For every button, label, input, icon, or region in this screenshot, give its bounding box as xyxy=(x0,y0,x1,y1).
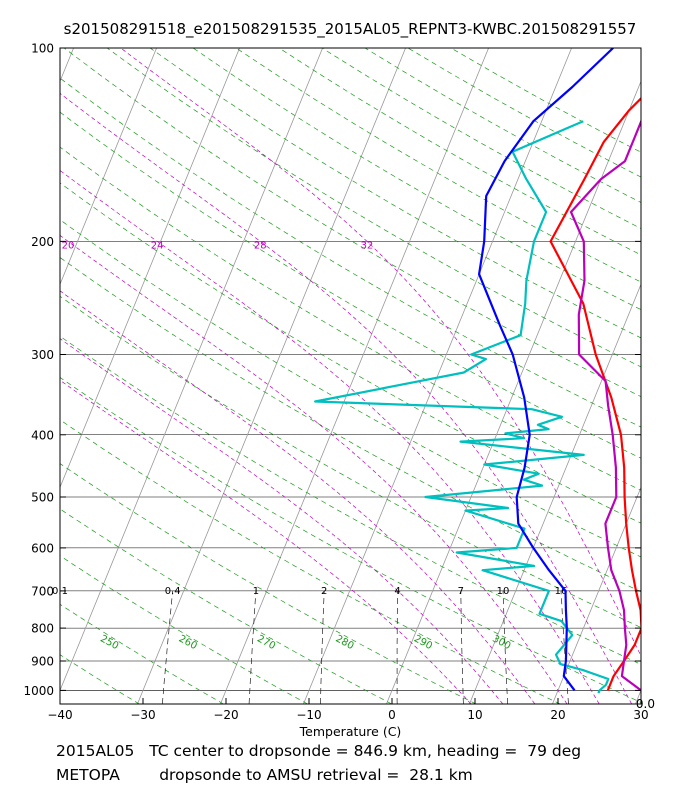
series-line-AMSU-retrieval-dewpoint xyxy=(478,48,614,692)
footer-line-1: 2015AL05 TC center to dropsonde = 846.9 … xyxy=(56,742,582,760)
y-tick-label: 400 xyxy=(31,428,54,442)
dry-adiabat xyxy=(60,508,392,704)
mixing-ratio-line xyxy=(248,590,257,704)
chart-title: s201508291518_e201508291535_2015AL05_REP… xyxy=(63,20,637,38)
plot-background xyxy=(60,48,641,704)
x-tick-label: −30 xyxy=(130,708,155,722)
dry-adiabat xyxy=(149,48,641,339)
isotherm-line xyxy=(60,48,323,692)
mixing-ratio-label: 4 xyxy=(394,586,400,597)
dry-adiabat xyxy=(0,48,55,704)
corner-label: 0.0 xyxy=(636,697,655,711)
dry-adiabat xyxy=(60,219,641,558)
dry-adiabat xyxy=(60,335,641,665)
dry-adiabat xyxy=(60,419,561,704)
mixing-ratio-line xyxy=(460,590,464,704)
series-line-dropsonde-temperature xyxy=(549,96,641,691)
mixing-ratio-line xyxy=(396,590,398,704)
isotherm-line xyxy=(60,48,240,489)
mixing-ratio-line xyxy=(320,590,325,704)
moist-adiabat xyxy=(60,379,472,704)
x-tick-label: 20 xyxy=(550,708,565,722)
dry-adiabat xyxy=(60,555,308,704)
y-tick-label: 200 xyxy=(31,235,54,249)
x-tick-label: 30 xyxy=(633,708,648,722)
moist-adiabat xyxy=(60,234,568,704)
y-tick-label: 300 xyxy=(31,348,54,362)
moist-adiabat-label: 20 xyxy=(62,240,75,251)
isotherm-line xyxy=(552,486,641,704)
footer-line-2: METOPA dropsonde to AMSU retrieval = 28.… xyxy=(56,766,473,784)
isotherm-line xyxy=(635,689,641,704)
dry-adiabat xyxy=(60,463,477,704)
dry-adiabat xyxy=(60,295,641,628)
y-tick-label: 700 xyxy=(31,584,54,598)
mixing-ratio-label: 7 xyxy=(458,586,464,597)
dry-adiabat xyxy=(106,48,641,368)
mixing-ratio-label: 16 xyxy=(555,586,568,597)
moist-adiabat xyxy=(60,338,504,704)
isotherm-line xyxy=(303,48,572,704)
dry-adiabat xyxy=(60,182,641,524)
moist-adiabat xyxy=(60,290,536,704)
dry-adiabat xyxy=(60,146,641,491)
y-tick-label: 800 xyxy=(31,622,54,636)
plot-frame xyxy=(59,47,642,705)
x-tick-label: 0 xyxy=(388,708,396,722)
dry-adiabat xyxy=(60,376,641,703)
mixing-ratio-label: 10 xyxy=(497,586,510,597)
series-line-AMSU-retrieval-temperature xyxy=(569,118,641,692)
x-tick-label: 10 xyxy=(467,708,482,722)
mixing-ratio-label: 2 xyxy=(321,586,327,597)
mixing-ratio-line xyxy=(161,590,174,704)
mixing-ratio-label: 1 xyxy=(253,586,259,597)
moist-adiabat-label: 28 xyxy=(254,240,267,251)
moist-adiabat xyxy=(120,48,641,657)
moist-adiabat-label: 24 xyxy=(151,240,164,251)
moist-adiabat xyxy=(60,92,632,704)
x-axis-label: Temperature (C) xyxy=(299,724,402,739)
x-tick-label: −10 xyxy=(296,708,321,722)
moist-adiabat-label: 32 xyxy=(361,240,374,251)
mixing-ratio-line xyxy=(560,590,569,704)
x-tick-label: −40 xyxy=(47,708,72,722)
isotherm-line xyxy=(220,48,489,704)
y-tick-label: 100 xyxy=(31,42,54,56)
y-tick-label: 600 xyxy=(31,541,54,555)
isotherm-line xyxy=(386,80,641,704)
x-tick-label: −20 xyxy=(213,708,238,722)
y-tick-label: 900 xyxy=(31,654,54,668)
y-tick-label: 1000 xyxy=(23,684,54,698)
isotherm-line xyxy=(137,48,406,704)
mixing-ratio-label: 0.4 xyxy=(165,586,181,597)
mixing-ratio-line xyxy=(502,590,509,704)
y-tick-label: 500 xyxy=(31,491,54,505)
isotherm-line xyxy=(60,48,157,286)
moist-adiabat xyxy=(60,170,600,704)
